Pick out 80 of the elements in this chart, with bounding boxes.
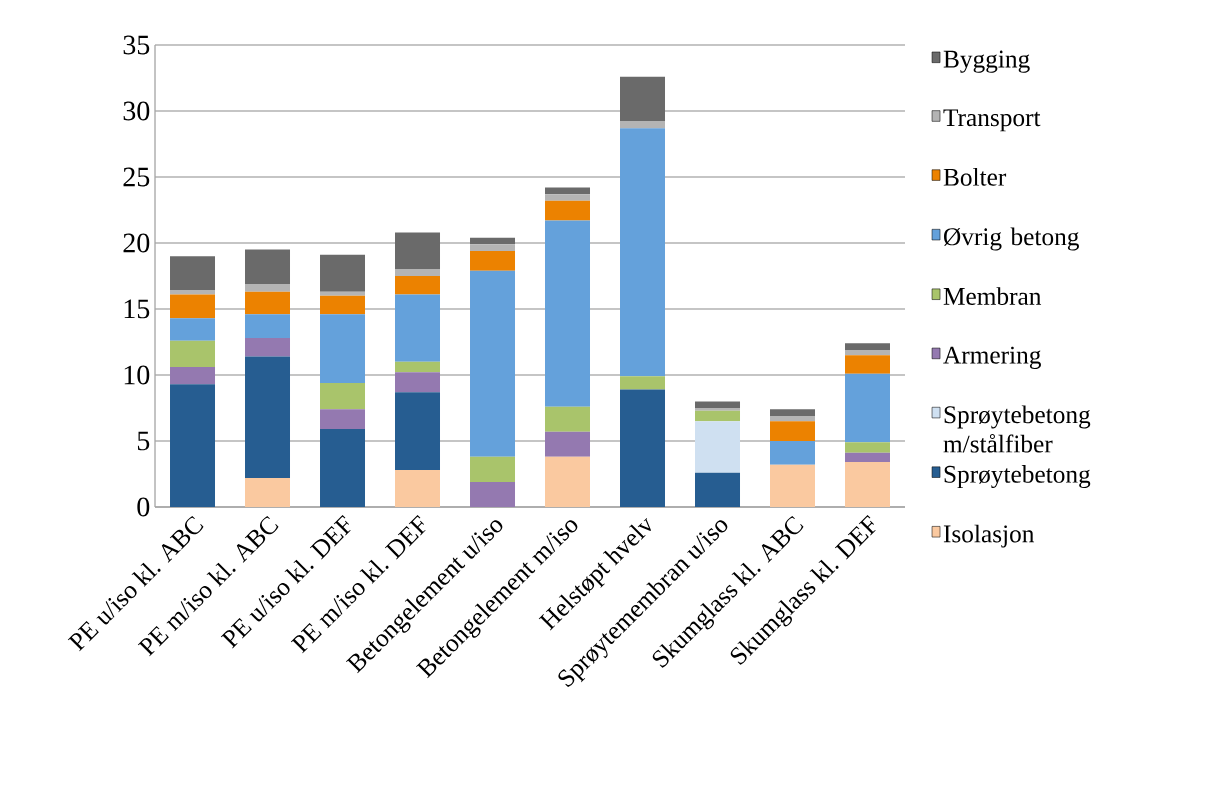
bar <box>620 128 666 377</box>
y-tick-label: 15 <box>124 299 150 319</box>
bar <box>545 431 591 457</box>
bar <box>320 429 366 507</box>
bar <box>470 270 516 457</box>
bar <box>770 464 816 507</box>
bar <box>170 384 216 507</box>
y-tick-label: 30 <box>123 101 150 121</box>
y-tick-label: 20 <box>123 233 150 253</box>
bar <box>170 367 216 385</box>
bar <box>245 291 291 315</box>
bar <box>320 291 366 296</box>
bar <box>170 294 216 319</box>
bar <box>770 440 816 465</box>
bar <box>695 421 741 473</box>
bar <box>470 244 516 251</box>
legend-label: Membran <box>943 287 1042 305</box>
bar <box>245 338 291 357</box>
bar <box>395 361 441 373</box>
bar <box>395 269 441 276</box>
bar <box>845 355 890 374</box>
bar <box>320 295 366 315</box>
bar <box>395 275 441 295</box>
bar <box>245 314 291 339</box>
legend-label: Isolasjon <box>943 524 1035 548</box>
y-tick-label: 10 <box>124 365 150 385</box>
legend-label: Øvrig betong <box>944 227 1079 251</box>
bar <box>770 415 816 422</box>
bar <box>770 421 816 441</box>
bar <box>545 200 591 221</box>
legend-label: Sprøytebetong <box>944 465 1091 489</box>
y-tick-label: 25 <box>123 167 150 187</box>
bar <box>470 237 516 245</box>
bar <box>170 318 216 341</box>
bar <box>395 392 441 471</box>
bar <box>320 409 366 430</box>
bar <box>695 410 741 422</box>
bar <box>395 372 441 393</box>
bar <box>245 249 291 284</box>
legend-label: Bygging <box>943 50 1030 73</box>
bar <box>170 340 216 368</box>
y-tick-label: 0 <box>137 497 150 517</box>
bar <box>845 343 890 350</box>
y-tick-label: 5 <box>137 431 150 451</box>
bar <box>245 283 291 292</box>
bar <box>695 401 741 408</box>
y-tick-label: 35 <box>123 35 150 55</box>
bar <box>320 314 366 383</box>
bar <box>545 220 591 407</box>
bar <box>395 232 441 270</box>
legend-label: Armering <box>943 346 1041 369</box>
bar <box>845 442 890 453</box>
bar <box>245 477 291 507</box>
bar <box>695 472 741 507</box>
bar <box>470 456 516 482</box>
bar <box>770 409 816 416</box>
bar <box>395 294 441 362</box>
legend-label: Transport <box>943 109 1041 132</box>
bar <box>845 452 890 463</box>
legend-label: Sprøytebetong m/stålfiber <box>943 405 1091 453</box>
bar <box>470 481 516 507</box>
bar <box>845 349 890 356</box>
bar <box>320 254 366 292</box>
bar <box>845 373 890 443</box>
bar <box>395 470 441 507</box>
bar <box>470 250 516 271</box>
bar <box>545 194 591 201</box>
bar <box>620 76 666 122</box>
bar <box>695 407 741 411</box>
bar <box>170 256 216 291</box>
bar <box>545 456 591 507</box>
bar <box>620 389 666 507</box>
bar <box>245 356 291 478</box>
bar <box>845 462 890 507</box>
bar <box>545 406 591 432</box>
bar <box>620 376 666 390</box>
bar <box>620 121 666 129</box>
legend-label: Bolter <box>943 167 1007 186</box>
bar <box>545 187 591 195</box>
bar <box>320 382 366 410</box>
